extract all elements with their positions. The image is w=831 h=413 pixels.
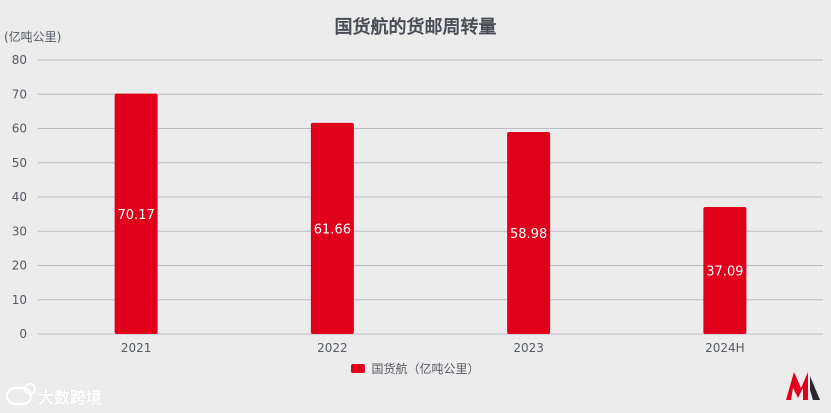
y-tick-label: 10	[12, 293, 27, 307]
legend-swatch	[351, 364, 366, 373]
data-label: 37.09	[706, 264, 743, 279]
bar	[703, 206, 747, 334]
m-logo-icon	[786, 372, 820, 400]
bar	[310, 122, 354, 334]
y-axis-label: (亿吨公里)	[4, 30, 62, 44]
y-tick-label: 80	[12, 53, 27, 67]
x-tick-label: 2023	[513, 341, 544, 355]
data-label: 61.66	[314, 222, 351, 237]
bar	[114, 93, 158, 334]
watermark-text: 大数跨境	[38, 388, 103, 407]
data-label: 70.17	[118, 208, 155, 223]
legend: 国货航（亿吨公里）	[0, 360, 831, 377]
watermark: 大数跨境	[6, 383, 103, 408]
camera-loop-icon	[6, 383, 36, 405]
x-tick-label: 2024H	[705, 341, 745, 355]
y-tick-label: 20	[12, 259, 27, 273]
y-tick-label: 30	[12, 224, 27, 238]
y-tick-label: 50	[12, 156, 27, 170]
chart-title: 国货航的货邮周转量	[334, 17, 497, 38]
bar	[507, 131, 551, 334]
y-tick-label: 60	[12, 122, 27, 136]
y-tick-label: 0	[19, 327, 27, 341]
data-label: 58.98	[510, 227, 547, 242]
legend-label: 国货航（亿吨公里）	[371, 362, 480, 376]
x-tick-label: 2021	[121, 341, 152, 355]
x-tick-label: 2022	[317, 341, 348, 355]
y-tick-label: 40	[12, 190, 27, 204]
y-tick-label: 70	[12, 87, 27, 101]
